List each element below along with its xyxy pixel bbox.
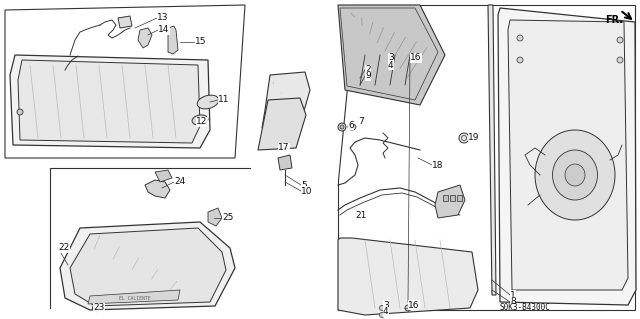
Polygon shape	[88, 290, 180, 304]
Circle shape	[405, 305, 411, 311]
Polygon shape	[10, 55, 210, 148]
Ellipse shape	[552, 150, 598, 200]
Ellipse shape	[192, 115, 208, 125]
Text: 21: 21	[355, 211, 366, 219]
Text: EL CALIENTE: EL CALIENTE	[119, 295, 151, 300]
Circle shape	[517, 57, 523, 63]
Circle shape	[380, 313, 385, 317]
Text: 24: 24	[174, 177, 185, 187]
Polygon shape	[488, 5, 496, 295]
Text: 9: 9	[365, 71, 371, 80]
Polygon shape	[5, 5, 245, 158]
Circle shape	[459, 133, 469, 143]
Ellipse shape	[197, 95, 219, 109]
Text: 16: 16	[410, 54, 422, 63]
Polygon shape	[450, 195, 455, 201]
Polygon shape	[498, 8, 636, 305]
Polygon shape	[145, 180, 170, 198]
Text: 8: 8	[510, 298, 516, 307]
Text: S0K3-B4300C: S0K3-B4300C	[500, 303, 551, 313]
Text: 1: 1	[510, 291, 516, 300]
Text: 4: 4	[388, 61, 394, 70]
Text: 23: 23	[93, 303, 104, 313]
Text: 2: 2	[365, 65, 371, 75]
Circle shape	[380, 306, 385, 310]
Polygon shape	[118, 16, 132, 28]
Polygon shape	[60, 222, 235, 310]
Circle shape	[17, 109, 23, 115]
Text: 10: 10	[301, 187, 312, 196]
Text: FR.: FR.	[605, 15, 623, 25]
Polygon shape	[18, 60, 200, 143]
Circle shape	[338, 123, 346, 131]
Polygon shape	[208, 208, 222, 226]
Text: 18: 18	[432, 160, 444, 169]
Circle shape	[340, 125, 344, 129]
Text: 5: 5	[301, 181, 307, 189]
Text: 14: 14	[158, 26, 170, 34]
Polygon shape	[338, 5, 635, 310]
Polygon shape	[508, 20, 628, 290]
Polygon shape	[155, 170, 172, 182]
Text: 3: 3	[388, 54, 394, 63]
Text: 25: 25	[222, 213, 234, 222]
Polygon shape	[338, 238, 478, 315]
Polygon shape	[262, 72, 310, 128]
Text: 16: 16	[408, 300, 419, 309]
Ellipse shape	[535, 130, 615, 220]
Text: 4: 4	[383, 308, 388, 316]
Text: 3: 3	[383, 300, 388, 309]
Polygon shape	[338, 5, 445, 105]
Text: 6: 6	[348, 121, 354, 130]
Circle shape	[617, 37, 623, 43]
Polygon shape	[138, 28, 152, 48]
Text: 11: 11	[218, 95, 230, 105]
Polygon shape	[443, 195, 448, 201]
Text: 15: 15	[195, 38, 207, 47]
Circle shape	[617, 57, 623, 63]
Polygon shape	[457, 195, 462, 201]
Text: 19: 19	[468, 133, 479, 143]
Ellipse shape	[565, 164, 585, 186]
Polygon shape	[168, 26, 178, 54]
Polygon shape	[70, 228, 226, 306]
Text: 17: 17	[278, 144, 289, 152]
Polygon shape	[435, 185, 465, 218]
Polygon shape	[258, 98, 306, 150]
Text: 12: 12	[196, 117, 207, 127]
Text: 13: 13	[157, 13, 168, 23]
Text: 22: 22	[58, 243, 69, 253]
Ellipse shape	[348, 124, 356, 130]
Circle shape	[517, 35, 523, 41]
Polygon shape	[278, 155, 292, 170]
Text: 7: 7	[358, 117, 364, 127]
